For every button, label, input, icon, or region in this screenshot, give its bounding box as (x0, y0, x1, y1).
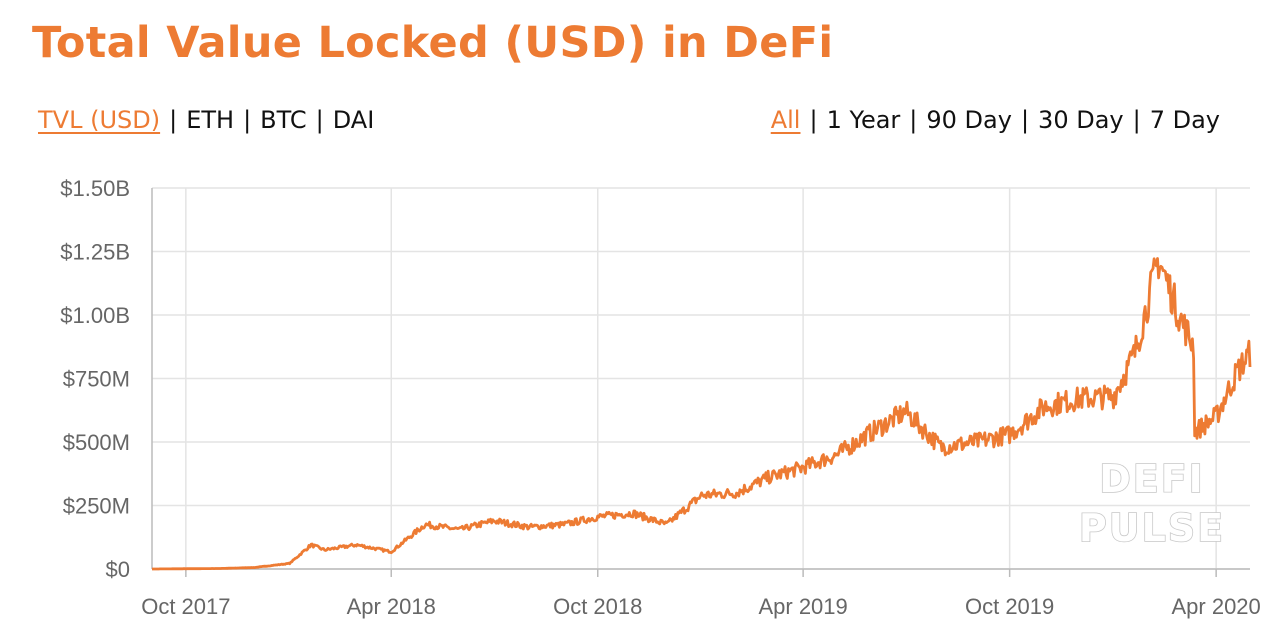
tab-separator: | (315, 106, 324, 134)
chart-grid (151, 187, 1250, 577)
x-tick-label: Oct 2017 (141, 594, 230, 619)
tab-range-90-day[interactable]: 90 Day (926, 106, 1012, 134)
tvl-series-line (151, 257, 1252, 571)
y-axis-ticks: $0 $250M $500M $750M $1.00B $1.25B $1.50B (60, 176, 130, 582)
tab-range-1-year[interactable]: 1 Year (826, 106, 901, 134)
tab-separator: | (1020, 106, 1030, 134)
y-tick-label: $0 (106, 557, 130, 582)
tab-separator: | (909, 106, 918, 134)
x-tick-label: Apr 2018 (347, 594, 436, 619)
tab-range-30-day[interactable]: 30 Day (1038, 106, 1124, 134)
defi-pulse-watermark: DEFI PULSE (1078, 456, 1225, 551)
x-tick-label: Apr 2019 (758, 594, 847, 619)
x-tick-label: Oct 2019 (965, 594, 1054, 619)
tab-separator: | (169, 106, 178, 134)
tab-tvl-usd[interactable]: TVL (USD) (38, 106, 161, 134)
range-tabs: All | 1 Year | 90 Day | 30 Day | 7 Day (771, 106, 1220, 134)
tab-separator: | (1132, 106, 1141, 134)
tab-separator: | (243, 106, 252, 134)
x-axis-ticks: Oct 2017 Apr 2018 Oct 2018 Apr 2019 Oct 2019… (141, 594, 1261, 619)
y-tick-label: $1.00B (60, 303, 130, 328)
tab-btc[interactable]: BTC (260, 106, 307, 134)
x-tick-label: Oct 2018 (553, 594, 642, 619)
page-title: Total Value Locked (USD) in DeFi (32, 18, 834, 68)
y-tick-label: $500M (63, 430, 130, 455)
watermark-line-1: DEFI (1099, 457, 1205, 501)
y-tick-label: $1.25B (60, 240, 130, 265)
y-tick-label: $1.50B (60, 176, 130, 201)
tab-separator: | (809, 106, 818, 134)
x-tick-label: Apr 2020 (1171, 594, 1260, 619)
y-tick-label: $250M (63, 494, 130, 519)
tab-range-7-day[interactable]: 7 Day (1149, 106, 1220, 134)
watermark-line-2: PULSE (1079, 506, 1225, 550)
tab-range-all[interactable]: All (770, 106, 801, 134)
tab-dai[interactable]: DAI (332, 106, 375, 134)
chart-series (151, 257, 1252, 571)
tab-eth[interactable]: ETH (186, 106, 235, 134)
y-tick-label: $750M (63, 367, 130, 392)
metric-tabs: TVL (USD) | ETH | BTC | DAI (38, 106, 374, 134)
